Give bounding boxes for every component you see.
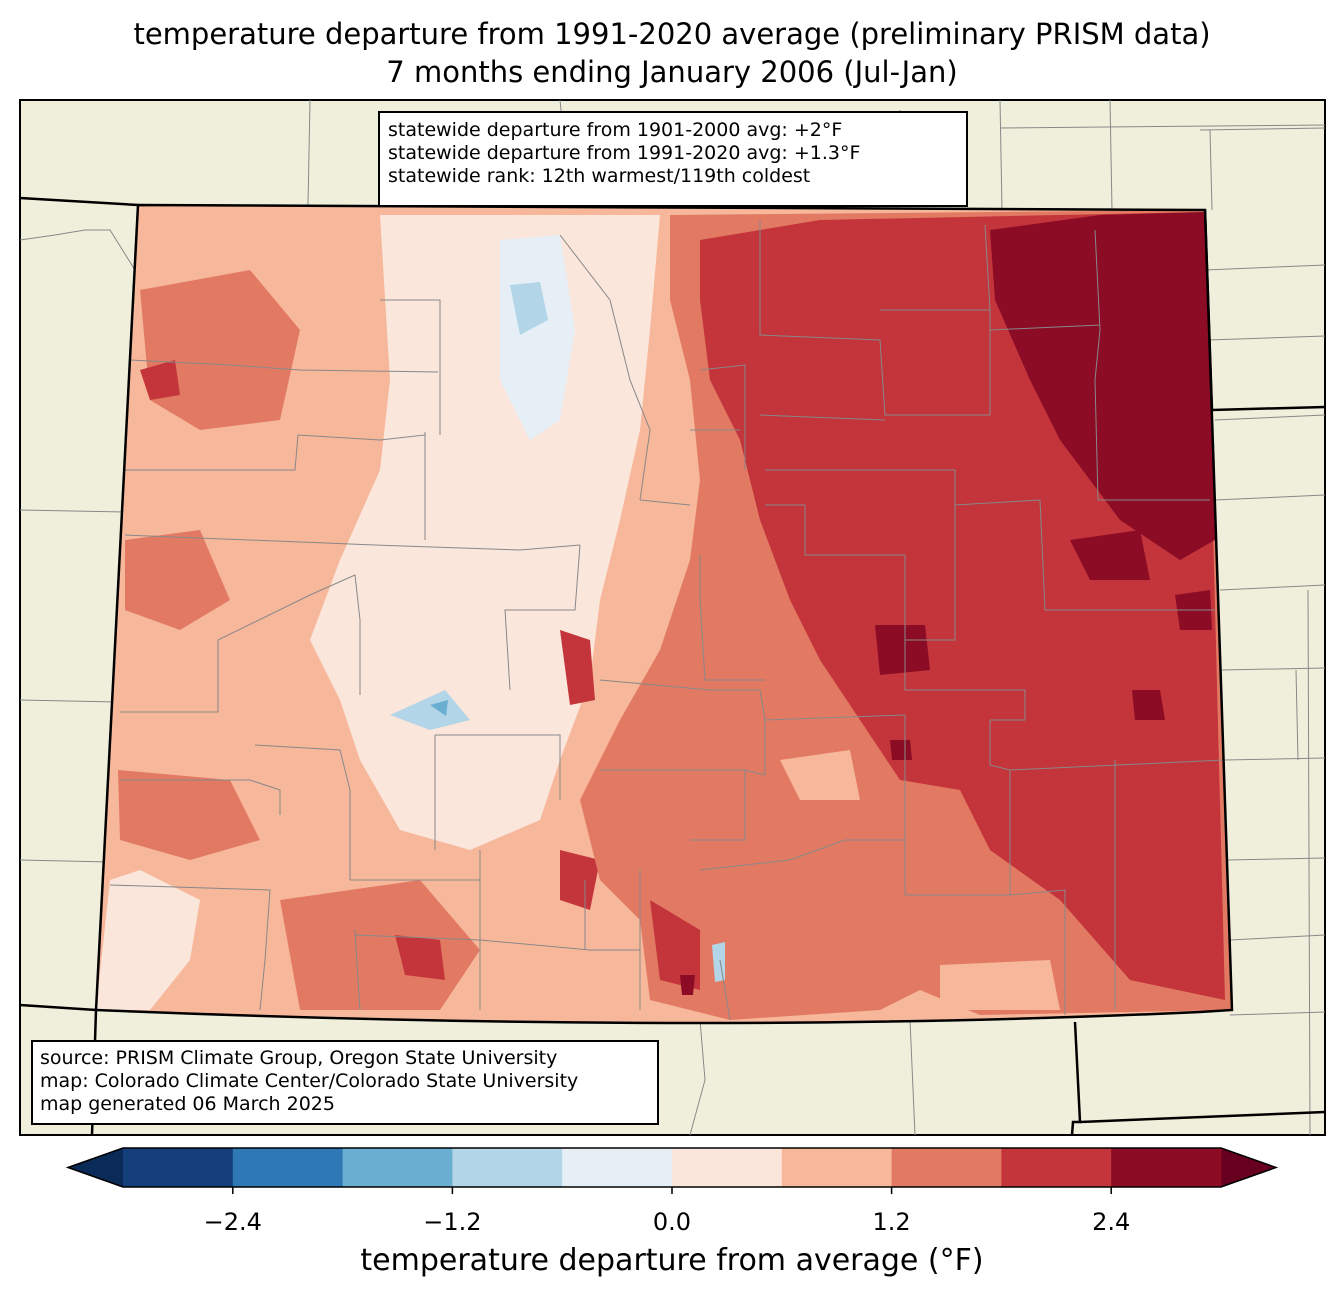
credits-box: source: PRISM Climate Group, Oregon Stat… <box>31 1040 659 1125</box>
colorbar-tick-label: 0.0 <box>652 1208 692 1236</box>
colorado-border <box>94 203 1234 1025</box>
colorbar-tick-label: −2.4 <box>203 1208 262 1236</box>
colorbar-tick-label: 2.4 <box>1092 1208 1131 1236</box>
statewide-stats-box: statewide departure from 1901-2000 avg: … <box>378 111 968 207</box>
credits-generated: map generated 06 March 2025 <box>40 1093 335 1115</box>
stats-rank: statewide rank: 12th warmest/119th colde… <box>388 165 811 187</box>
stats-departure-1901-2000: statewide departure from 1901-2000 avg: … <box>388 119 843 141</box>
credits-map: map: Colorado Climate Center/Colorado St… <box>40 1070 579 1092</box>
map-title-line-2: 7 months ending January 2006 (Jul-Jan) <box>386 55 958 89</box>
temperature-field <box>96 205 1232 1024</box>
map-title-line-1: temperature departure from 1991-2020 ave… <box>133 17 1211 51</box>
county-lines <box>109 220 1226 1021</box>
stats-departure-1991-2020: statewide departure from 1991-2020 avg: … <box>388 142 861 164</box>
colorbar-label: temperature departure from average (°F) <box>360 1243 984 1278</box>
colorbar-tick-label: −1.2 <box>423 1208 482 1236</box>
credits-source: source: PRISM Climate Group, Oregon Stat… <box>40 1047 558 1069</box>
colorbar-tick-label: 1.2 <box>872 1208 911 1236</box>
